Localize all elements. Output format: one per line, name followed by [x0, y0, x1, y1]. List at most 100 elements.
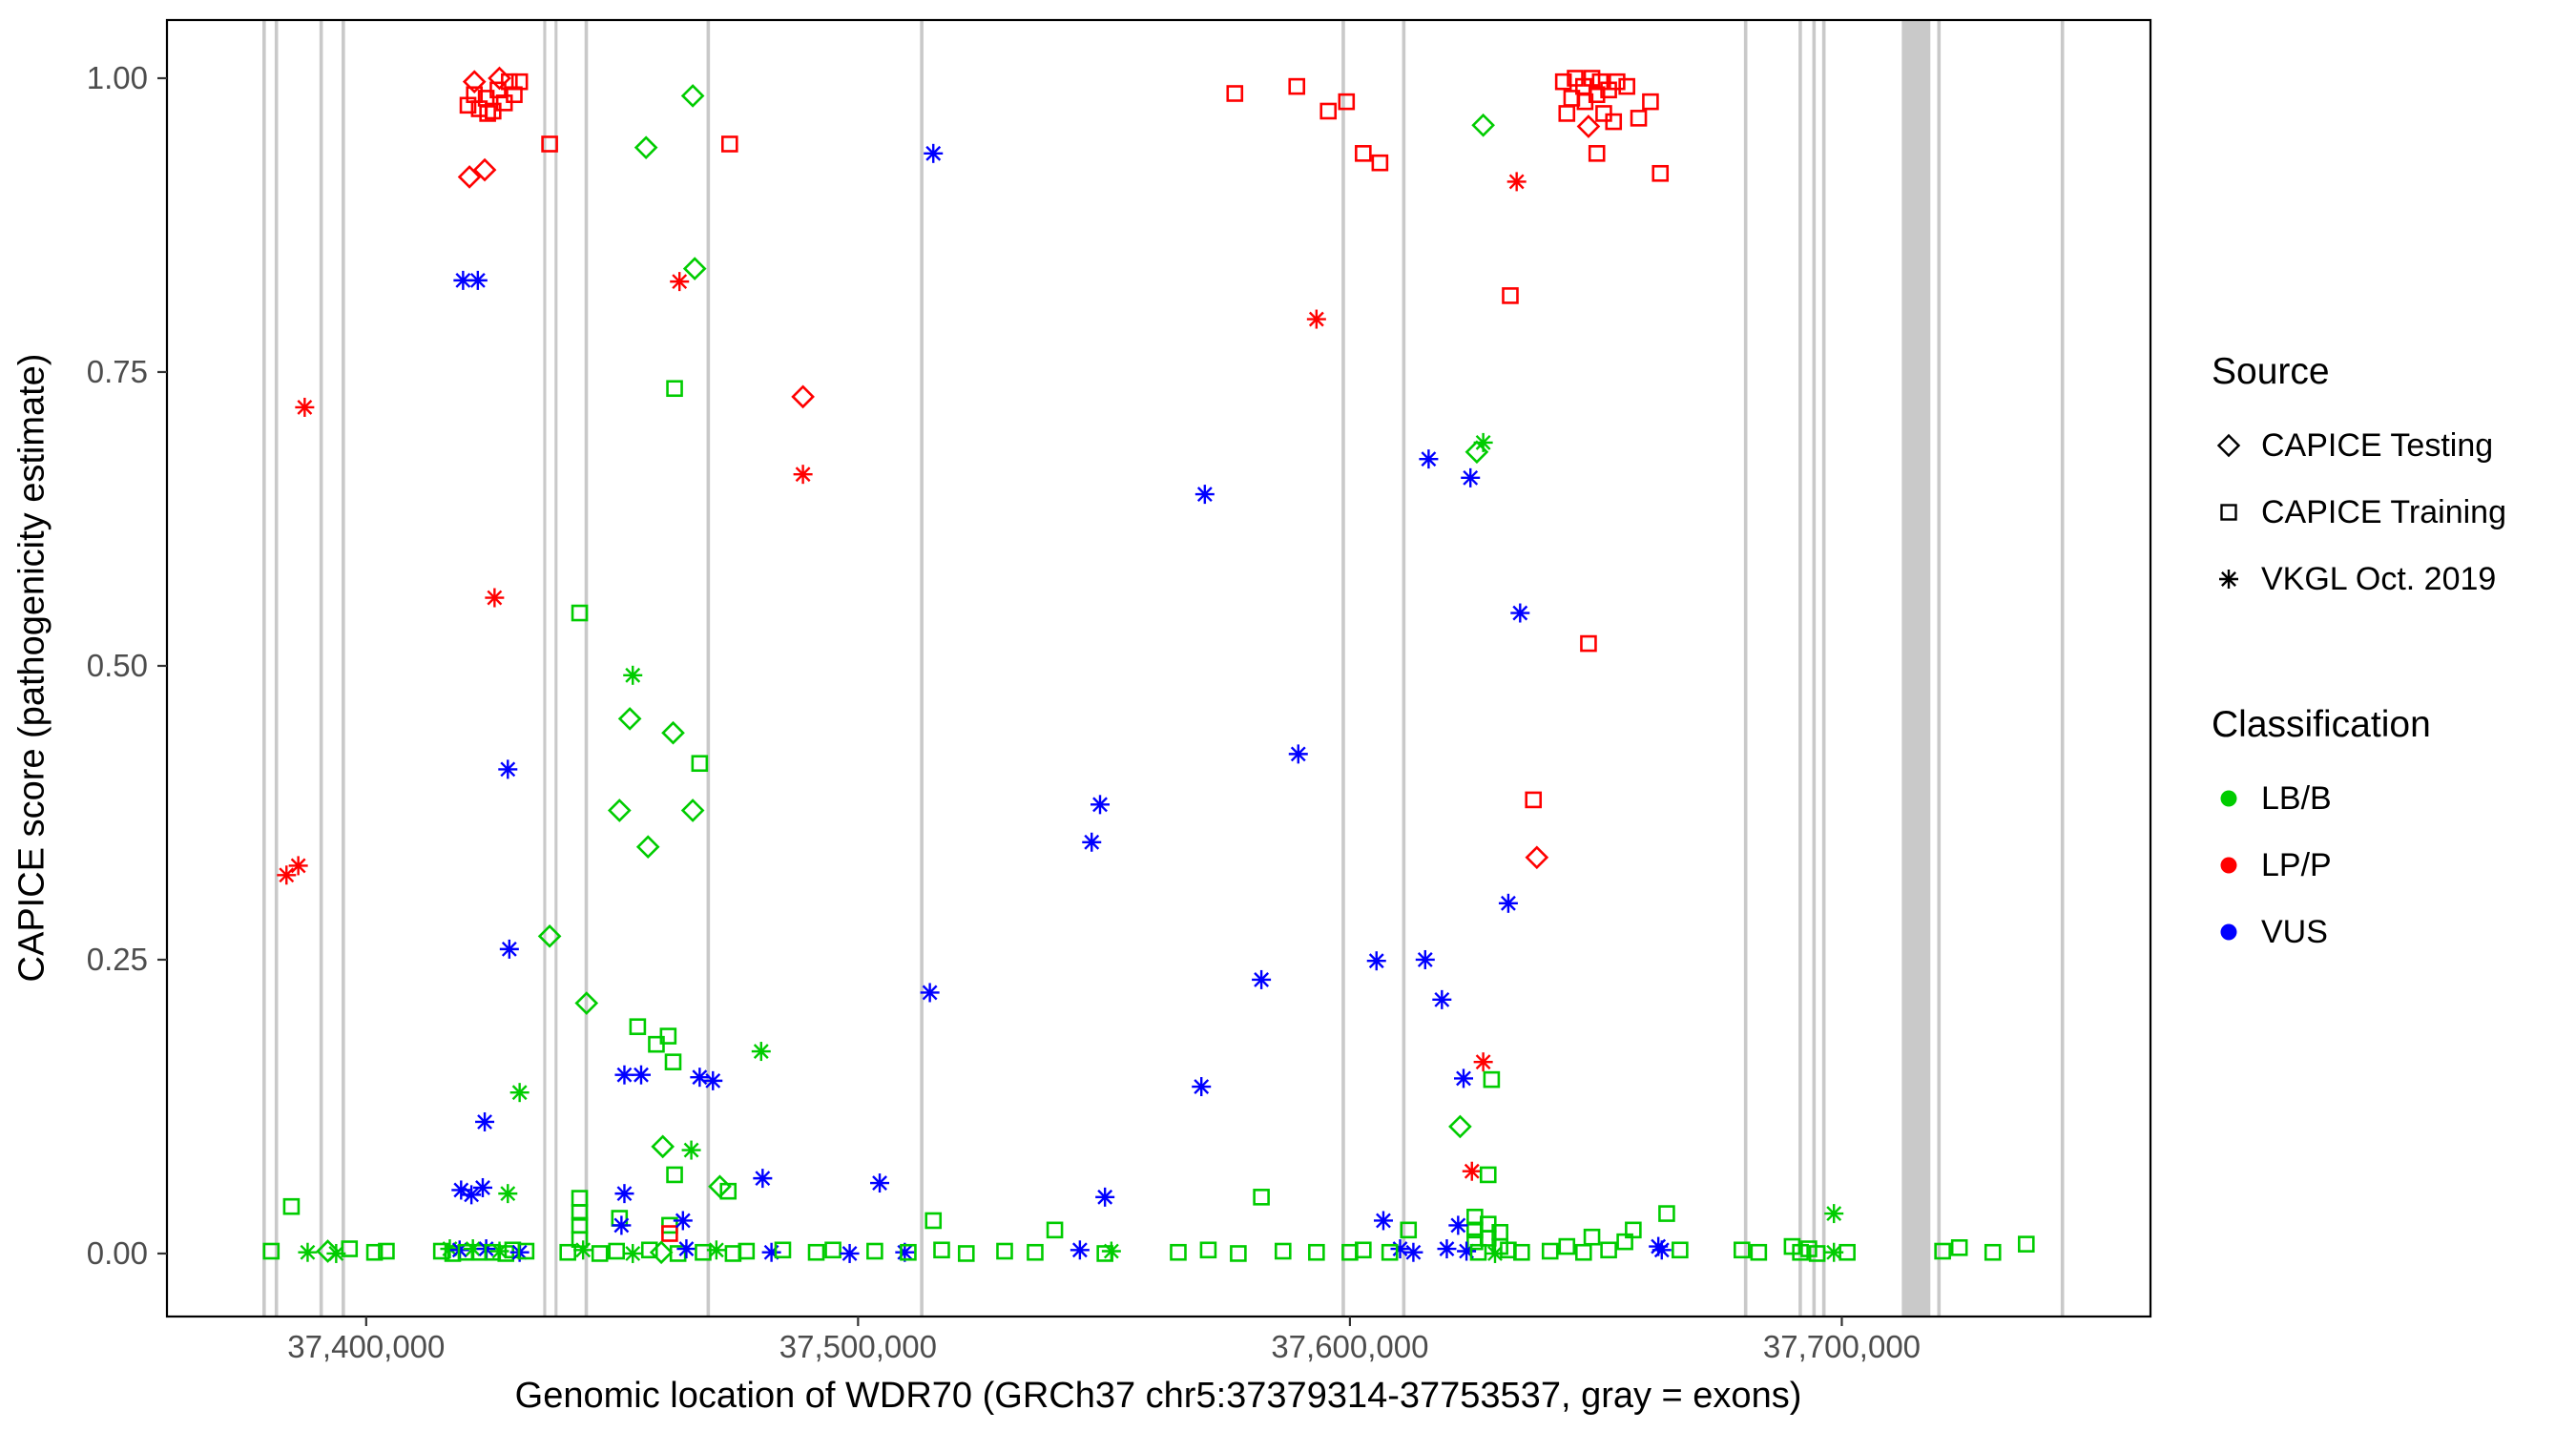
y-tick-label: 0.50 — [86, 647, 148, 683]
data-point-testing — [634, 135, 658, 160]
y-tick-label: 0.25 — [86, 941, 148, 977]
data-point-training — [1355, 145, 1372, 162]
data-point-training — [479, 105, 496, 122]
data-point-training — [1319, 102, 1338, 120]
data-point-testing — [635, 835, 660, 860]
data-point-training — [629, 1018, 647, 1035]
data-point-training — [1600, 1241, 1617, 1259]
data-point-vkgl — [840, 1243, 860, 1263]
data-point-training — [1588, 86, 1606, 104]
data-point-vkgl — [623, 1243, 643, 1263]
data-point-vkgl — [509, 1083, 530, 1103]
data-point-vkgl — [924, 143, 944, 163]
data-point-training — [1541, 1242, 1559, 1260]
data-point-vkgl — [1288, 744, 1308, 764]
data-point-vkgl — [612, 1215, 632, 1235]
data-point-vkgl — [1252, 969, 1272, 989]
data-point-training — [1605, 113, 1623, 131]
x-tick-label: 37,500,000 — [779, 1329, 937, 1364]
data-point-testing — [617, 707, 642, 731]
data-point-training — [900, 1243, 917, 1261]
data-point-training — [1230, 1245, 1247, 1262]
legend-source-title: Source — [2212, 351, 2330, 392]
lbb-color-dot — [2212, 781, 2246, 816]
exon-bar — [342, 20, 345, 1317]
data-point-training — [659, 1027, 677, 1045]
data-point-training — [1381, 1243, 1399, 1261]
data-point-training — [1574, 1243, 1592, 1261]
data-point-training — [517, 1242, 535, 1260]
data-point-training — [571, 1204, 589, 1221]
legend-label-vus: VUS — [2261, 913, 2328, 950]
data-point-training — [1274, 1242, 1292, 1260]
data-point-training — [824, 1241, 841, 1259]
data-point-training — [501, 73, 518, 91]
exon-bar — [1812, 20, 1817, 1317]
data-point-training — [1630, 110, 1648, 127]
data-point-training — [341, 1240, 359, 1257]
data-point-training — [1658, 1205, 1675, 1222]
exon-bar — [319, 20, 323, 1317]
data-point-vkgl — [920, 983, 940, 1003]
exon-bar — [920, 20, 924, 1317]
data-point-training — [1371, 154, 1389, 172]
data-point-training — [661, 1225, 678, 1242]
data-point-training — [1808, 1245, 1826, 1262]
legend-label-vkgl: VKGL Oct. 2019 — [2261, 560, 2497, 597]
exon-bar — [1901, 20, 1931, 1317]
data-point-vkgl — [440, 1239, 460, 1259]
data-point-vkgl — [485, 588, 505, 608]
y-tick-label: 0.00 — [86, 1234, 148, 1271]
exon-bar — [274, 20, 279, 1317]
exon-bar — [1937, 20, 1942, 1317]
y-tick-label: 1.00 — [86, 59, 148, 95]
data-point-vkgl — [1437, 1239, 1457, 1259]
data-point-vkgl — [1366, 951, 1386, 971]
data-point-testing — [680, 84, 705, 108]
data-point-training — [1588, 145, 1606, 162]
legend-item-vus: VUS — [2212, 899, 2506, 965]
data-point-training — [1672, 1241, 1689, 1259]
data-point-vkgl — [1192, 1077, 1212, 1097]
data-point-training — [924, 1212, 943, 1230]
data-point-testing — [472, 157, 497, 182]
data-point-training — [1609, 73, 1626, 91]
legend-label-capice-training: CAPICE Training — [2261, 493, 2506, 530]
data-point-testing — [649, 1240, 674, 1265]
legend-item-vkgl: VKGL Oct. 2019 — [2212, 546, 2506, 612]
legend-item-lpp: LP/P — [2212, 832, 2506, 899]
legend-item-lbb: LB/B — [2212, 765, 2506, 832]
data-point-vkgl — [1419, 449, 1439, 469]
data-point-vkgl — [1082, 832, 1102, 852]
square-icon — [2212, 495, 2246, 529]
data-point-vkgl — [462, 1185, 482, 1205]
lpp-color-dot — [2212, 848, 2246, 882]
data-point-testing — [1471, 113, 1495, 137]
data-point-training — [695, 1243, 712, 1261]
exon-bar — [2060, 20, 2065, 1317]
data-point-training — [1400, 1221, 1418, 1239]
data-point-training — [571, 604, 589, 622]
exon-bar — [1743, 20, 1748, 1317]
data-point-training — [1652, 164, 1670, 182]
data-point-vkgl — [498, 759, 518, 779]
data-point-vkgl — [573, 1240, 593, 1260]
data-point-vkgl — [1091, 795, 1111, 815]
data-point-vkgl — [499, 939, 519, 959]
data-point-training — [1199, 1241, 1217, 1259]
data-point-vkgl — [295, 397, 315, 417]
data-point-vkgl — [870, 1173, 890, 1193]
data-point-training — [1226, 85, 1244, 102]
data-point-training — [1734, 1241, 1751, 1259]
data-point-training — [2017, 1235, 2035, 1253]
data-point-vkgl — [1403, 1242, 1423, 1262]
data-point-training — [1625, 1221, 1642, 1239]
data-point-vkgl — [706, 1240, 726, 1260]
x-tick-label: 37,700,000 — [1762, 1329, 1922, 1364]
data-point-training — [1984, 1243, 2002, 1261]
data-point-training — [1583, 1228, 1601, 1246]
data-point-training — [608, 1242, 626, 1260]
asterisk-icon — [2212, 562, 2246, 596]
